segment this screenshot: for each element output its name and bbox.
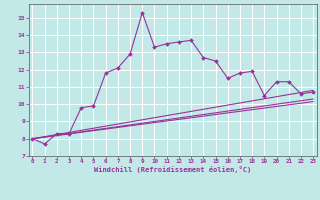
X-axis label: Windchill (Refroidissement éolien,°C): Windchill (Refroidissement éolien,°C) (94, 166, 252, 173)
